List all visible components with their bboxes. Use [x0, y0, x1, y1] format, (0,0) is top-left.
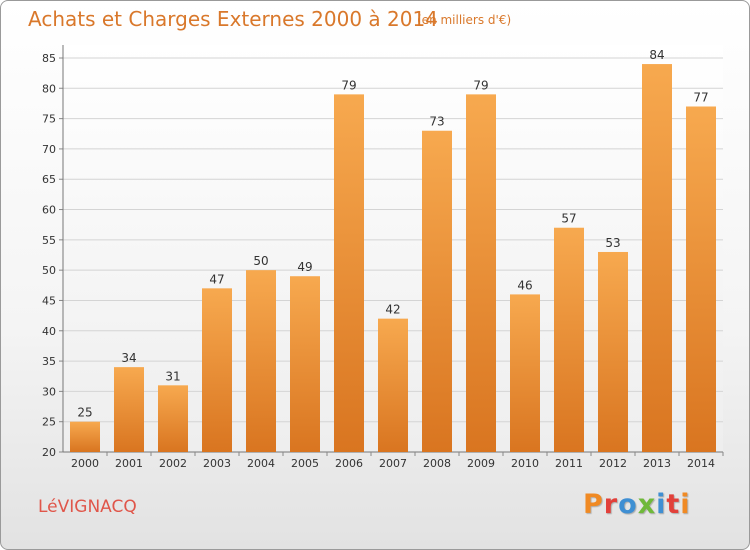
x-tick-label-2003: 2003 — [203, 457, 231, 470]
x-tick-label-2009: 2009 — [467, 457, 495, 470]
y-tick-label: 85 — [42, 52, 56, 65]
y-tick-label: 55 — [42, 234, 56, 247]
bar-2010 — [510, 294, 540, 452]
x-tick-label-2002: 2002 — [159, 457, 187, 470]
y-tick-label: 20 — [42, 446, 56, 459]
y-tick-label: 80 — [42, 82, 56, 95]
y-tick-label: 35 — [42, 355, 56, 368]
x-tick-label-2010: 2010 — [511, 457, 539, 470]
logo-letter: o — [618, 489, 638, 520]
y-tick-label: 30 — [42, 385, 56, 398]
x-tick-label-2011: 2011 — [555, 457, 583, 470]
y-tick-label: 25 — [42, 416, 56, 429]
bar-2008 — [422, 130, 452, 452]
chart-subtitle: (en milliers d'€) — [417, 13, 512, 27]
y-tick-label: 60 — [42, 204, 56, 217]
data-label-2004: 50 — [253, 254, 268, 268]
logo-letter: t — [666, 489, 681, 520]
data-label-2000: 25 — [77, 406, 92, 420]
bar-2014 — [686, 106, 716, 452]
y-tick-label: 50 — [42, 264, 56, 277]
x-tick-label-2006: 2006 — [335, 457, 363, 470]
data-label-2007: 42 — [385, 303, 400, 317]
logo-letter: r — [603, 489, 619, 520]
data-label-2009: 79 — [473, 78, 488, 92]
proxiti-logo: Proxiti — [583, 489, 691, 520]
data-label-2014: 77 — [693, 90, 708, 104]
bar-2003 — [202, 288, 232, 452]
data-label-2006: 79 — [341, 78, 356, 92]
data-label-2003: 47 — [209, 272, 224, 286]
data-label-2002: 31 — [165, 369, 180, 383]
data-labels: 25 34 31 47 50 49 79 42 73 79 46 57 53 84 77 — [77, 48, 708, 420]
bar-2004 — [246, 270, 276, 452]
bar-2009 — [466, 94, 496, 452]
x-tick-label-2007: 2007 — [379, 457, 407, 470]
data-label-2011: 57 — [561, 212, 576, 226]
bar-2002 — [158, 385, 188, 452]
data-label-2001: 34 — [121, 351, 136, 365]
bar-2013 — [642, 64, 672, 453]
data-label-2012: 53 — [605, 236, 620, 250]
data-label-2005: 49 — [297, 260, 312, 274]
commune-name: LéVIGNACQ — [38, 497, 137, 517]
x-tick-label-2005: 2005 — [291, 457, 319, 470]
y-tick-label: 75 — [42, 113, 56, 126]
logo-letter: x — [637, 489, 657, 520]
x-tick-label-2013: 2013 — [643, 457, 671, 470]
y-tick-label: 40 — [42, 325, 56, 338]
x-tick-label-2001: 2001 — [115, 457, 143, 470]
y-tick-label: 65 — [42, 173, 56, 186]
y-tick-label: 45 — [42, 294, 56, 307]
x-tick-label-2004: 2004 — [247, 457, 275, 470]
logo-letter: P — [583, 489, 604, 520]
bar-2005 — [290, 276, 320, 452]
bar-2011 — [554, 227, 584, 452]
data-label-2010: 46 — [517, 278, 532, 292]
data-label-2013: 84 — [649, 48, 664, 62]
data-label-2008: 73 — [429, 115, 444, 129]
bar-2006 — [334, 94, 364, 452]
x-tick-label-2008: 2008 — [423, 457, 451, 470]
y-tick-label: 70 — [42, 143, 56, 156]
x-tick-label-2014: 2014 — [687, 457, 715, 470]
bars — [70, 64, 716, 453]
logo-letter: i — [656, 489, 667, 520]
logo-letter: i — [680, 489, 691, 520]
bar-2007 — [378, 318, 408, 452]
x-tick-label-2000: 2000 — [71, 457, 99, 470]
bar-2012 — [598, 251, 628, 452]
bar-2000 — [70, 421, 100, 452]
chart-title: Achats et Charges Externes 2000 à 2014 — [28, 7, 438, 31]
bar-2001 — [114, 367, 144, 452]
x-tick-label-2012: 2012 — [599, 457, 627, 470]
